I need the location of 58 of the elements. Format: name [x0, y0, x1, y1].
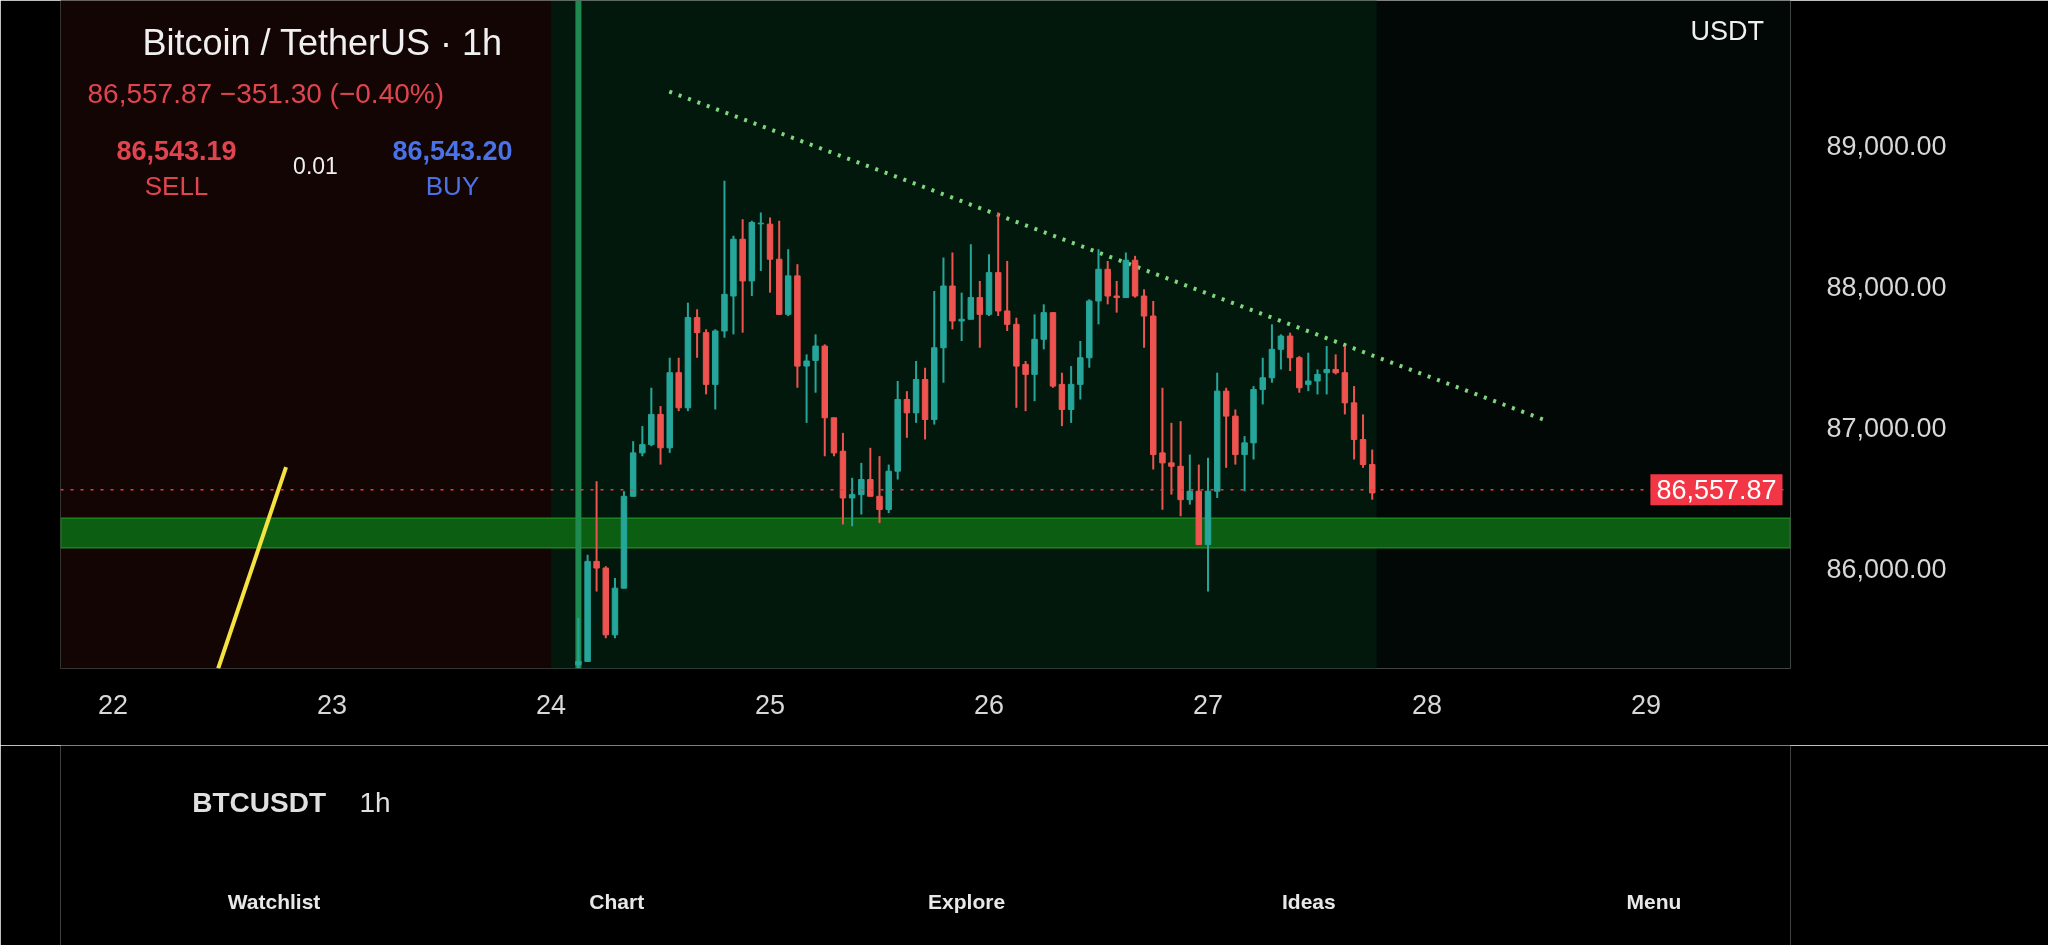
text: Explore: [928, 890, 1006, 913]
x-tick-label: 22: [98, 689, 129, 720]
candlestick: [1277, 333, 1285, 371]
candlestick: [976, 279, 984, 349]
annotation: 86,557.87 −351.30 (−0.40%): [87, 78, 445, 109]
text: Menu: [1626, 890, 1682, 913]
annotation: USDT: [1690, 15, 1764, 46]
candlestick: [858, 461, 865, 516]
text: Chart: [589, 890, 645, 913]
annotation: 86,543.19: [116, 136, 237, 166]
candlestick: [1305, 351, 1312, 393]
candlestick: [1186, 453, 1194, 506]
candlestick: [1314, 368, 1321, 396]
candlestick: [1259, 356, 1266, 406]
candlestick: [1022, 359, 1029, 413]
x-tick-label: 28: [1411, 689, 1443, 720]
y-tick-label: 88,000.00: [1826, 272, 1947, 303]
annotation: 86,543.20: [392, 136, 513, 166]
candlestick: [1241, 435, 1248, 493]
x-tick-label: 25: [755, 689, 786, 720]
y-tick-label: 86,000.00: [1826, 553, 1947, 584]
candlestick: [812, 333, 819, 394]
candlestick: [848, 476, 856, 528]
y-tick-label: 87,000.00: [1826, 413, 1947, 444]
candlestick: [757, 211, 765, 272]
candlestick: [967, 243, 975, 321]
candlestick: [693, 308, 701, 359]
x-tick-label: 27: [1192, 689, 1224, 720]
candlestick: [593, 480, 600, 593]
text: 1h: [359, 787, 391, 818]
candlestick: [1286, 331, 1294, 372]
x-tick-label: 29: [1630, 689, 1661, 720]
y-tick-label: 89,000.00: [1826, 131, 1947, 162]
annotation: BUY: [425, 170, 480, 201]
x-tick-label: 23: [317, 689, 348, 720]
candlestick: [1159, 386, 1166, 511]
candlestick: [1140, 288, 1148, 349]
text: Bitcoin / TetherUS · 1h: [142, 22, 503, 63]
text: Watchlist: [227, 890, 321, 913]
x-tick-label: 26: [973, 689, 1005, 720]
text: BTCUSDT: [192, 787, 327, 818]
candlestick: [575, 617, 582, 669]
candlestick: [1332, 353, 1339, 376]
candlestick: [867, 446, 874, 498]
text: Ideas: [1281, 890, 1336, 913]
annotation: 0.01: [293, 153, 338, 179]
ref-line-label: 86,557.87: [1656, 475, 1777, 506]
candlestick: [958, 291, 965, 342]
candlestick: [876, 455, 883, 524]
candlestick: [803, 353, 810, 424]
candlestick: [1113, 279, 1120, 314]
candlestick: [903, 390, 911, 439]
annotation: SELL: [144, 170, 209, 201]
candlestick: [1003, 259, 1011, 332]
candlestick: [1168, 421, 1175, 496]
candlestick: [639, 425, 646, 458]
candlestick: [1323, 345, 1330, 396]
x-tick-label: 24: [536, 689, 567, 720]
